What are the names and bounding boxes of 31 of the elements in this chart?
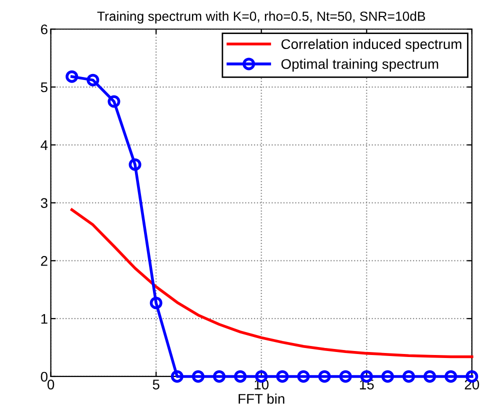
y-tick-label: 0: [40, 372, 48, 382]
point: [128, 158, 142, 171]
point: [170, 370, 184, 383]
line-series: [70, 208, 474, 358]
y-tick-label: 3: [40, 198, 48, 208]
point: [276, 370, 289, 383]
y-tick-label: 6: [41, 24, 48, 34]
x-tick-label: 5: [152, 380, 160, 390]
point: [444, 370, 458, 383]
x-axis-title: FFT bin: [238, 394, 284, 404]
chart-title: Training spectrum with K=0, rho=0.5, Nt=50, SNR=10dB: [97, 11, 426, 24]
point: [381, 370, 394, 383]
point: [318, 370, 331, 383]
y-tick-label: 1: [41, 314, 48, 324]
point: [297, 370, 310, 383]
point: [213, 370, 226, 383]
point: [339, 370, 352, 383]
y-tick-label: 5: [40, 82, 48, 92]
point: [234, 370, 247, 383]
point: [66, 70, 78, 83]
point: [108, 95, 120, 108]
point: [424, 370, 436, 383]
legend-label: Correlation induced spectrum: [281, 38, 462, 52]
x-tick-label: 0: [48, 380, 54, 390]
point: [150, 296, 162, 310]
legend-label: Optimal training spectrum: [281, 58, 438, 72]
point: [402, 370, 415, 383]
point: [86, 74, 100, 86]
y-tick-label: 2: [41, 256, 48, 266]
point: [192, 370, 204, 383]
y-tick-label: 4: [40, 140, 48, 150]
